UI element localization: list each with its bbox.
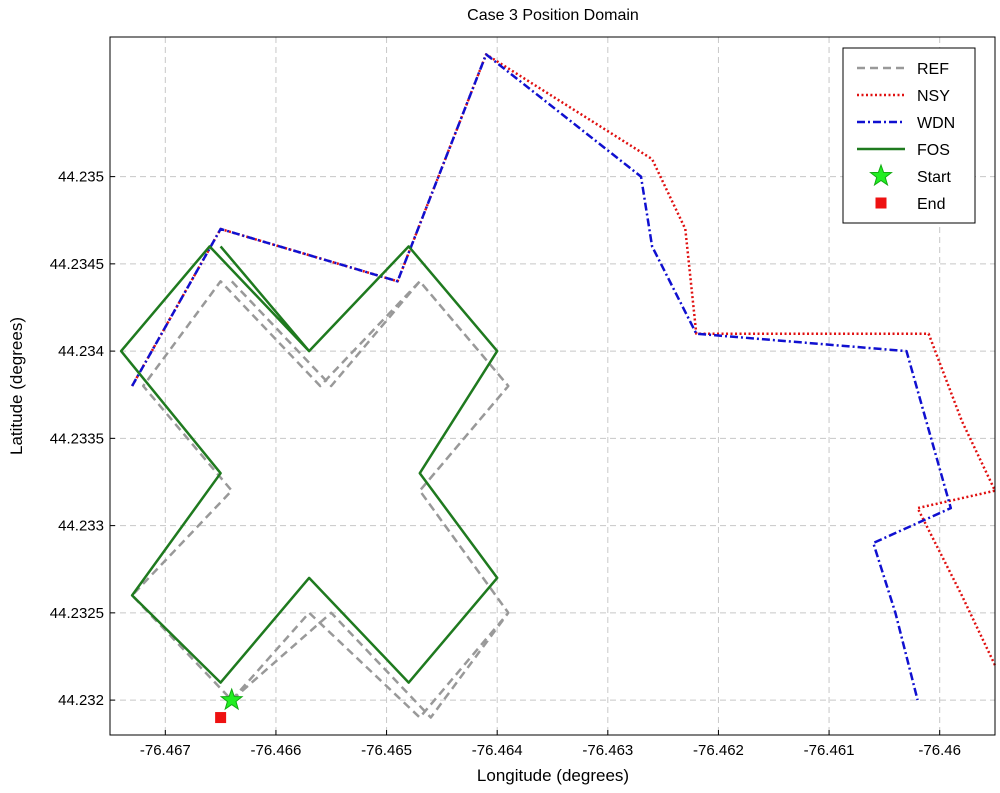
y-tick-label: 44.233 [58,518,104,535]
legend-label-end: End [917,196,945,213]
legend-label-nsy: NSY [917,88,950,105]
x-tick-label: -76.462 [693,742,744,759]
start-marker [219,687,244,711]
x-axis: -76.467 -76.466 -76.465 -76.464 -76.463 -76.4… [140,730,961,759]
legend-box [842,47,976,224]
legend-swatch-end [875,197,887,209]
y-tick-label: 44.2335 [50,430,104,447]
legend-label-start: Start [917,169,951,186]
markers-layer [215,687,244,724]
y-tick-label: 44.2345 [50,256,104,273]
grid [110,37,995,735]
x-tick-label: -76.465 [361,742,412,759]
series-ref [130,280,510,719]
y-axis: 44.232 44.2325 44.233 44.2335 44.234 44.2345 4… [50,169,115,709]
y-tick-label: 44.235 [58,169,104,186]
y-axis-title: Latitude (degrees) [7,317,26,455]
chart-title: Case 3 Position Domain [467,7,639,24]
series-fos [119,245,499,684]
plot-frame [109,36,996,736]
legend-label-ref: REF [917,61,949,78]
y-tick-label: 44.2325 [50,605,104,622]
end-marker [215,712,227,724]
x-tick-label: -76.46 [918,742,961,759]
legend-label-fos: FOS [917,142,950,159]
x-tick-label: -76.464 [472,742,523,759]
y-tick-label: 44.234 [58,343,104,360]
legend: REF NSY WDN FOS Start End [842,47,976,224]
x-tick-label: -76.461 [804,742,855,759]
series-layer [119,53,997,719]
x-tick-label: -76.467 [140,742,191,759]
y-tick-label: 44.232 [58,692,104,709]
series-wdn [131,53,953,701]
x-tick-label: -76.463 [582,742,633,759]
legend-swatch-start [869,163,893,187]
legend-label-wdn: WDN [917,115,955,132]
x-tick-label: -76.466 [251,742,302,759]
x-axis-title: Longitude (degrees) [477,766,629,785]
